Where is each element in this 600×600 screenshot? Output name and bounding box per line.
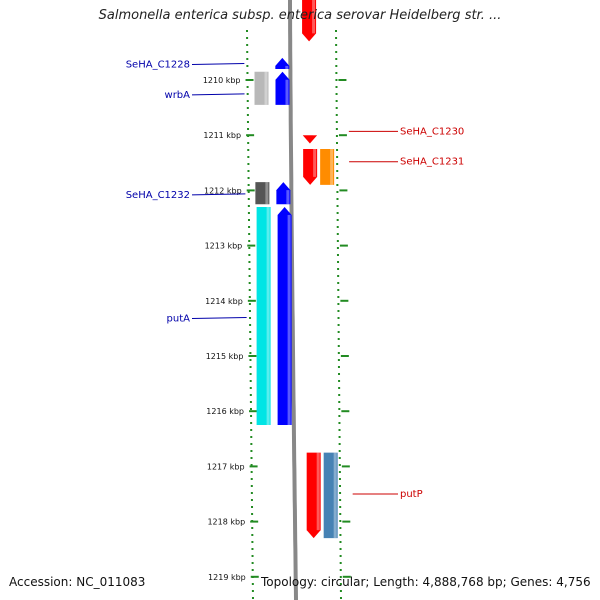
gene-feature	[256, 206, 271, 425]
tick-label: 1213 kbp	[205, 242, 243, 251]
gene-label-leader	[191, 63, 245, 66]
gene-label-right: SeHA_C1230	[400, 126, 464, 137]
gene-label-left: putA	[167, 313, 191, 324]
gene-feature-highlight	[264, 71, 268, 105]
label-layer: SeHA_C1228 wrbA SeHA_C1230 SeHA_C1231 SeHA_C…	[126, 60, 465, 500]
gene-feature-highlight	[265, 182, 269, 205]
tick-label: 1212 kbp	[204, 186, 242, 195]
gene-feature	[277, 206, 292, 425]
gene-label-leader	[191, 93, 245, 96]
tick-label: 1218 kbp	[207, 518, 245, 527]
gene-feature-highlight	[285, 65, 289, 69]
tick-label: 1214 kbp	[205, 297, 243, 306]
backbone-layer	[246, 0, 342, 600]
tick-label: 1216 kbp	[206, 407, 244, 416]
gene-feature	[275, 71, 290, 105]
gene-feature	[302, 135, 317, 144]
tick-label: 1217 kbp	[207, 462, 245, 471]
gene-label-right: putP	[400, 489, 423, 500]
tick-label: 1219 kbp	[208, 573, 246, 582]
tick-layer: 1210 kbp 1211 kbp 1212 kbp 1213 kbp 1214 kbp…	[203, 76, 351, 582]
gene-feature	[303, 149, 318, 185]
gene-feature-highlight	[266, 206, 270, 425]
gene-label-right: SeHA_C1231	[400, 157, 464, 168]
gene-feature	[302, 0, 317, 42]
backbone-line	[288, 0, 298, 600]
map-title: Salmonella enterica subsp. enterica sero…	[98, 8, 502, 23]
left-guide-line	[246, 29, 254, 600]
tick-label: 1215 kbp	[206, 352, 244, 361]
gene-feature-highlight	[313, 149, 317, 177]
gene-feature-highlight	[287, 214, 291, 425]
gene-label-left: SeHA_C1232	[126, 190, 190, 201]
gene-label-left: SeHA_C1228	[126, 60, 190, 71]
gene-feature	[255, 182, 270, 205]
gene-label-leader	[191, 193, 246, 196]
gene-feature	[323, 452, 338, 539]
gene-feature-highlight	[330, 149, 334, 185]
gene-feature	[275, 57, 290, 69]
gene-feature-highlight	[285, 79, 289, 105]
gene-feature	[306, 452, 321, 539]
tick-label: 1210 kbp	[203, 76, 241, 85]
gene-feature-highlight	[316, 452, 320, 531]
gene-feature-highlight	[312, 0, 316, 34]
gene-label-leader	[191, 316, 247, 319]
tick-label: 1211 kbp	[203, 131, 241, 140]
gene-feature	[320, 149, 335, 185]
accession-text: Accession: NC_011083	[9, 575, 146, 589]
topology-text: Topology: circular; Length: 4,888,768 bp…	[261, 575, 591, 589]
gene-feature-highlight	[286, 190, 290, 205]
gene-feature-highlight	[333, 452, 337, 539]
gene-feature	[276, 182, 291, 205]
gene-feature	[254, 71, 269, 105]
feature-layer	[254, 0, 338, 539]
gene-label-left: wrbA	[165, 90, 191, 101]
